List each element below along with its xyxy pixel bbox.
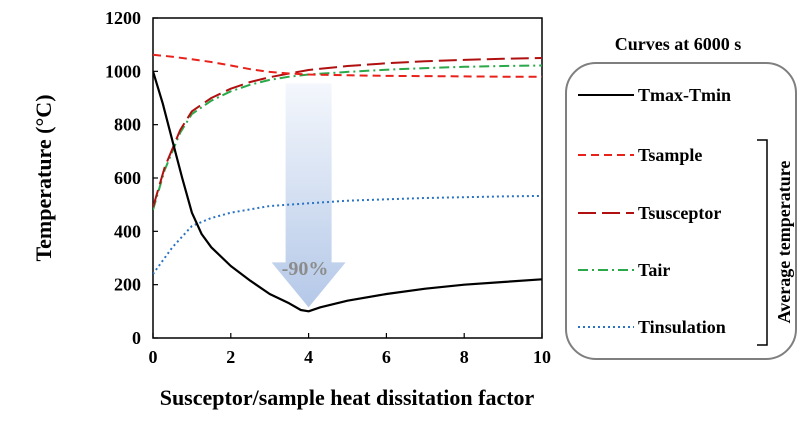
series-line-tair [153, 64, 542, 211]
series-line-tmax-tmin [153, 70, 542, 313]
legend-label: Tmax-Tmin [638, 85, 731, 105]
series-line-tinsulation [153, 194, 542, 275]
x-tick-label: 2 [226, 347, 235, 367]
y-tick-label: 0 [132, 328, 141, 348]
series-line-tsusceptor [153, 57, 542, 208]
series-line-tsample [153, 53, 542, 78]
legend-bracket [757, 139, 768, 346]
x-tick-label: 0 [149, 347, 158, 367]
legend-title: Curves at 6000 s [615, 34, 742, 54]
y-tick-label: 400 [114, 221, 141, 241]
legend-label: Tsusceptor [638, 203, 721, 223]
y-tick-label: 800 [114, 115, 141, 135]
legend-label: Tsample [638, 145, 702, 165]
y-axis-title: Temperature (°C) [31, 94, 56, 261]
tick-group: 0 2 4 6 8 10 0 200 400 600 800 1000 1200 [105, 8, 551, 367]
x-tick-label: 10 [533, 347, 551, 367]
annotation-label: -90% [282, 258, 329, 280]
x-tick-label: 6 [382, 347, 391, 367]
x-axis-title: Susceptor/sample heat dissitation factor [160, 385, 535, 410]
y-tick-label: 1000 [105, 61, 141, 81]
arrow-shape [271, 83, 346, 308]
x-tick-label: 8 [460, 347, 469, 367]
y-tick-label: 1200 [105, 8, 141, 28]
y-tick-label: 600 [114, 168, 141, 188]
x-tick-label: 4 [304, 347, 313, 367]
legend-entries: Tmax-Tmin Tsample Tsusceptor Tair Tinsulatio… [578, 85, 731, 337]
y-tick-label: 200 [114, 275, 141, 295]
reduction-arrow [271, 83, 346, 308]
legend-label: Tinsulation [638, 317, 726, 337]
legend-label: Tair [638, 260, 670, 280]
series-group [153, 53, 542, 313]
legend-box [565, 62, 797, 360]
legend-group-label: Average temperature [774, 161, 794, 324]
